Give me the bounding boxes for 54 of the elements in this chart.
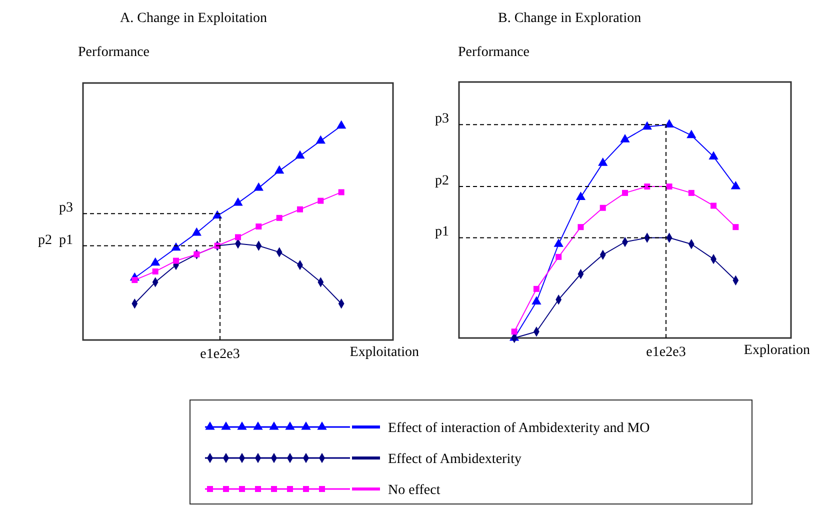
- point: [338, 189, 344, 196]
- point: [620, 134, 630, 142]
- point: [318, 198, 324, 204]
- point: [554, 238, 564, 247]
- point: [622, 190, 628, 196]
- point: [336, 120, 346, 129]
- point: [192, 227, 202, 236]
- point: [598, 158, 608, 166]
- chart-title: B. Change in Exploration: [498, 11, 642, 26]
- point: [710, 202, 717, 209]
- point: [256, 223, 262, 230]
- ref-line-label: p3: [59, 200, 73, 216]
- point: [152, 268, 158, 274]
- point: [578, 224, 584, 230]
- point: [276, 214, 282, 221]
- x-axis-title: Exploitation: [350, 345, 419, 360]
- legend-label: No effect: [388, 483, 440, 498]
- point: [666, 184, 672, 190]
- point: [644, 184, 650, 190]
- point: [132, 277, 138, 284]
- x-axis-title: Exploration: [744, 343, 810, 358]
- point: [532, 296, 542, 305]
- point: [295, 150, 305, 159]
- point: [173, 258, 179, 264]
- y-axis-title: Performance: [458, 45, 530, 60]
- point: [235, 234, 241, 240]
- point: [732, 224, 739, 230]
- point: [688, 190, 694, 196]
- point: [708, 151, 718, 160]
- text: e1e2e3: [200, 347, 240, 362]
- ref-line-label: p2: [435, 174, 449, 189]
- point: [533, 286, 540, 292]
- point: [254, 182, 264, 191]
- point: [686, 130, 696, 138]
- chart-title: A. Change in Exploitation: [120, 11, 267, 26]
- legend-label: Effect of interaction of Ambidexterity and MO: [388, 421, 650, 436]
- ref-line-label: p2 p1: [38, 232, 73, 248]
- point: [233, 197, 243, 206]
- ref-line-label: p3: [435, 112, 449, 127]
- ref-line-label: p1: [435, 224, 449, 240]
- point: [576, 192, 586, 200]
- point: [316, 135, 326, 144]
- legend-label: Effect of Ambidexterity: [388, 452, 522, 467]
- point: [556, 254, 562, 260]
- point: [664, 119, 674, 128]
- point: [600, 204, 606, 211]
- point: [150, 257, 160, 266]
- point: [274, 165, 284, 174]
- point: [642, 121, 652, 130]
- point: [511, 328, 518, 335]
- text: e1e2e3: [646, 345, 686, 360]
- point: [730, 180, 740, 190]
- point: [297, 206, 303, 212]
- y-axis-title: Performance: [78, 45, 150, 60]
